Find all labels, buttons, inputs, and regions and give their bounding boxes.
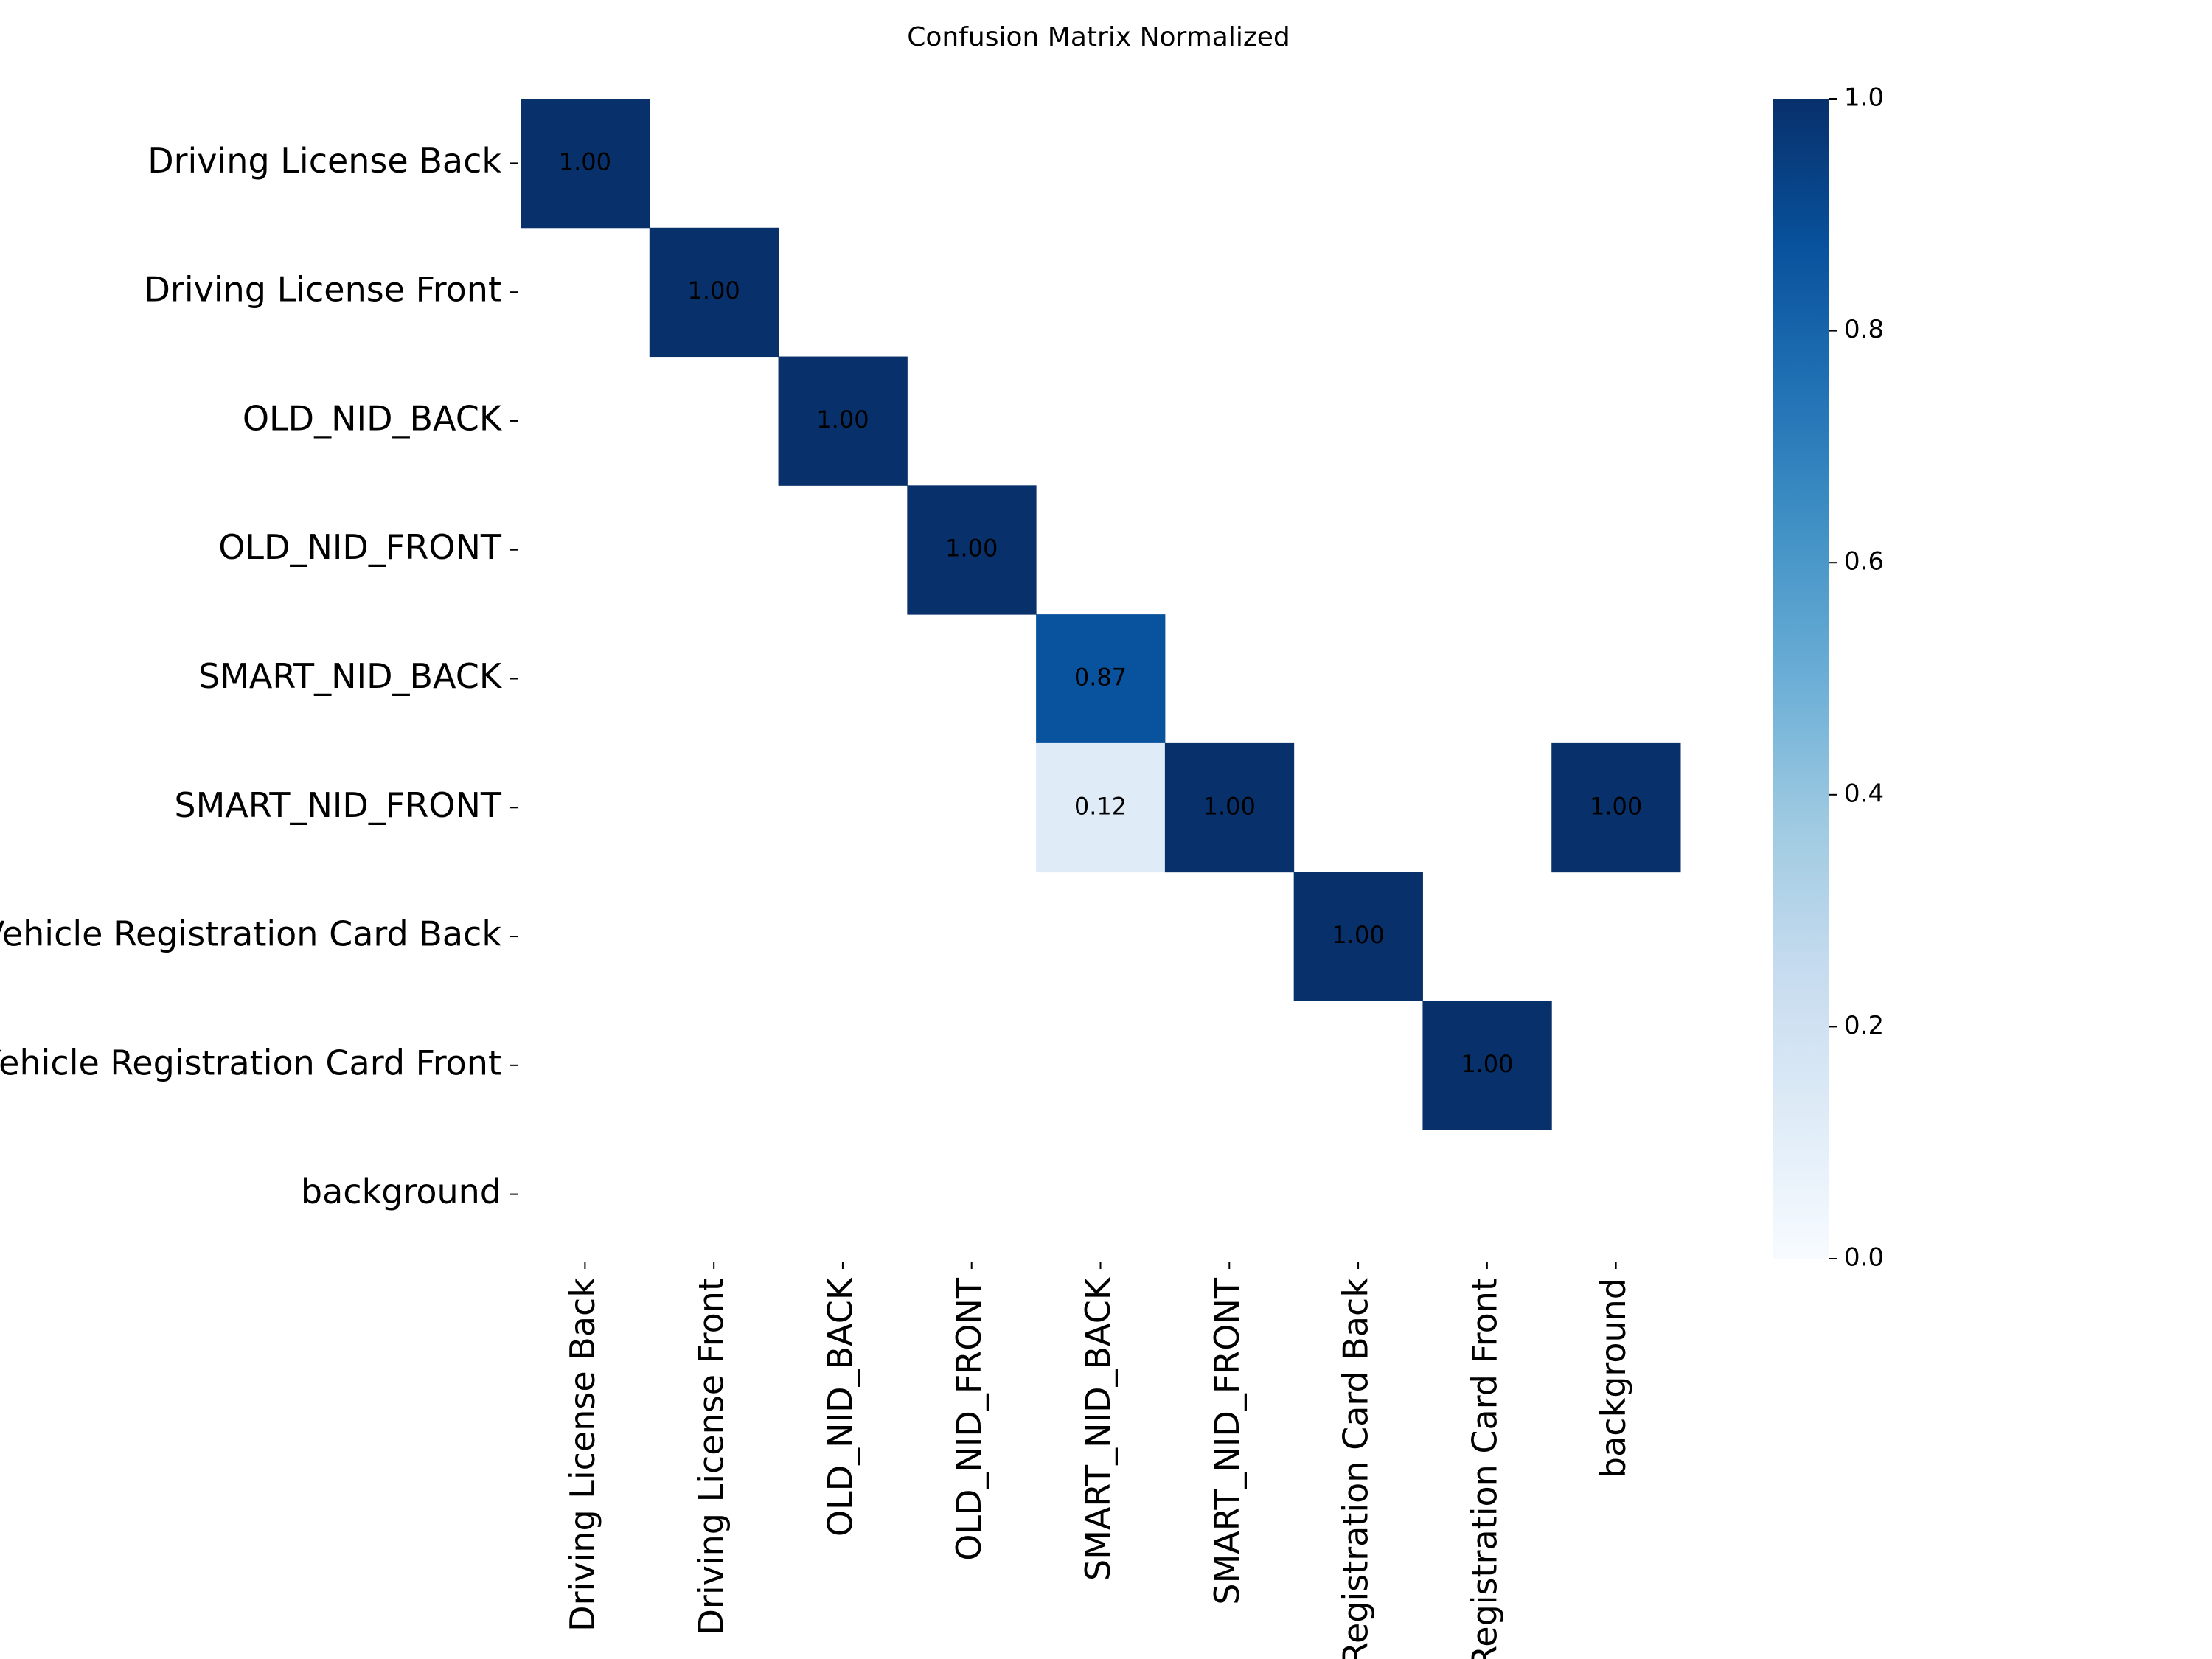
heatmap-cell — [1036, 614, 1166, 744]
y-tick-label: Driving License Front — [145, 270, 501, 310]
cell-label: 0.12 — [1074, 792, 1127, 820]
heatmap-cell — [649, 227, 779, 358]
heatmap-cell — [778, 356, 908, 486]
x-tick-label: OLD_NID_BACK — [820, 1276, 860, 1537]
heatmap-cell — [1551, 742, 1681, 873]
y-tick-label: background — [301, 1172, 501, 1211]
heatmap-cell — [1036, 742, 1166, 873]
colorbar — [1773, 99, 1829, 1259]
x-tick-label: Vehicle Registration Card Back — [1336, 1278, 1376, 1659]
y-tick-label: Driving License Back — [147, 141, 501, 181]
y-tick-label: SMART_NID_FRONT — [174, 785, 502, 825]
cell-label: 1.00 — [1461, 1050, 1513, 1078]
x-tick-label: SMART_NID_BACK — [1078, 1276, 1118, 1581]
x-tick-label: OLD_NID_FRONT — [949, 1277, 989, 1561]
y-tick-label: SMART_NID_BACK — [198, 656, 503, 696]
chart-title: Confusion Matrix Normalized — [907, 22, 1290, 52]
colorbar-tick-label: 0.4 — [1844, 779, 1884, 808]
cell-label: 1.00 — [559, 147, 611, 175]
cell-label: 1.00 — [1203, 792, 1256, 820]
cell-label: 1.00 — [945, 535, 998, 563]
colorbar-tick-label: 0.6 — [1844, 547, 1884, 577]
y-tick-label: OLD_NID_FRONT — [218, 527, 502, 567]
colorbar-tick-label: 0.8 — [1844, 315, 1884, 344]
y-tick-label: Vehicle Registration Card Front — [0, 1043, 501, 1082]
heatmap-cell — [1293, 872, 1423, 1001]
x-tick-label: SMART_NID_FRONT — [1207, 1277, 1247, 1605]
colorbar-tick-label: 0.2 — [1844, 1011, 1884, 1040]
cell-label: 1.00 — [816, 406, 869, 434]
x-tick-label: background — [1593, 1278, 1633, 1478]
x-tick-label: Driving License Back — [563, 1278, 602, 1632]
heatmap-cell — [1422, 1001, 1552, 1130]
cell-label: 1.00 — [688, 276, 740, 305]
colorbar-tick-label: 0.0 — [1844, 1243, 1884, 1273]
heatmap-cell — [1164, 742, 1295, 873]
heatmap-cell — [521, 99, 650, 229]
colorbar-tick-label: 1.0 — [1844, 83, 1884, 113]
cell-label: 1.00 — [1332, 921, 1384, 949]
x-tick-label: Vehicle Registration Card Front — [1464, 1278, 1504, 1659]
cell-label: 0.87 — [1074, 664, 1127, 692]
x-tick-label: Driving License Front — [692, 1278, 731, 1635]
y-tick-label: OLD_NID_BACK — [243, 398, 503, 438]
cell-label: 1.00 — [1590, 792, 1642, 820]
heatmap-cell — [907, 485, 1037, 615]
y-tick-label: Vehicle Registration Card Back — [0, 914, 501, 954]
